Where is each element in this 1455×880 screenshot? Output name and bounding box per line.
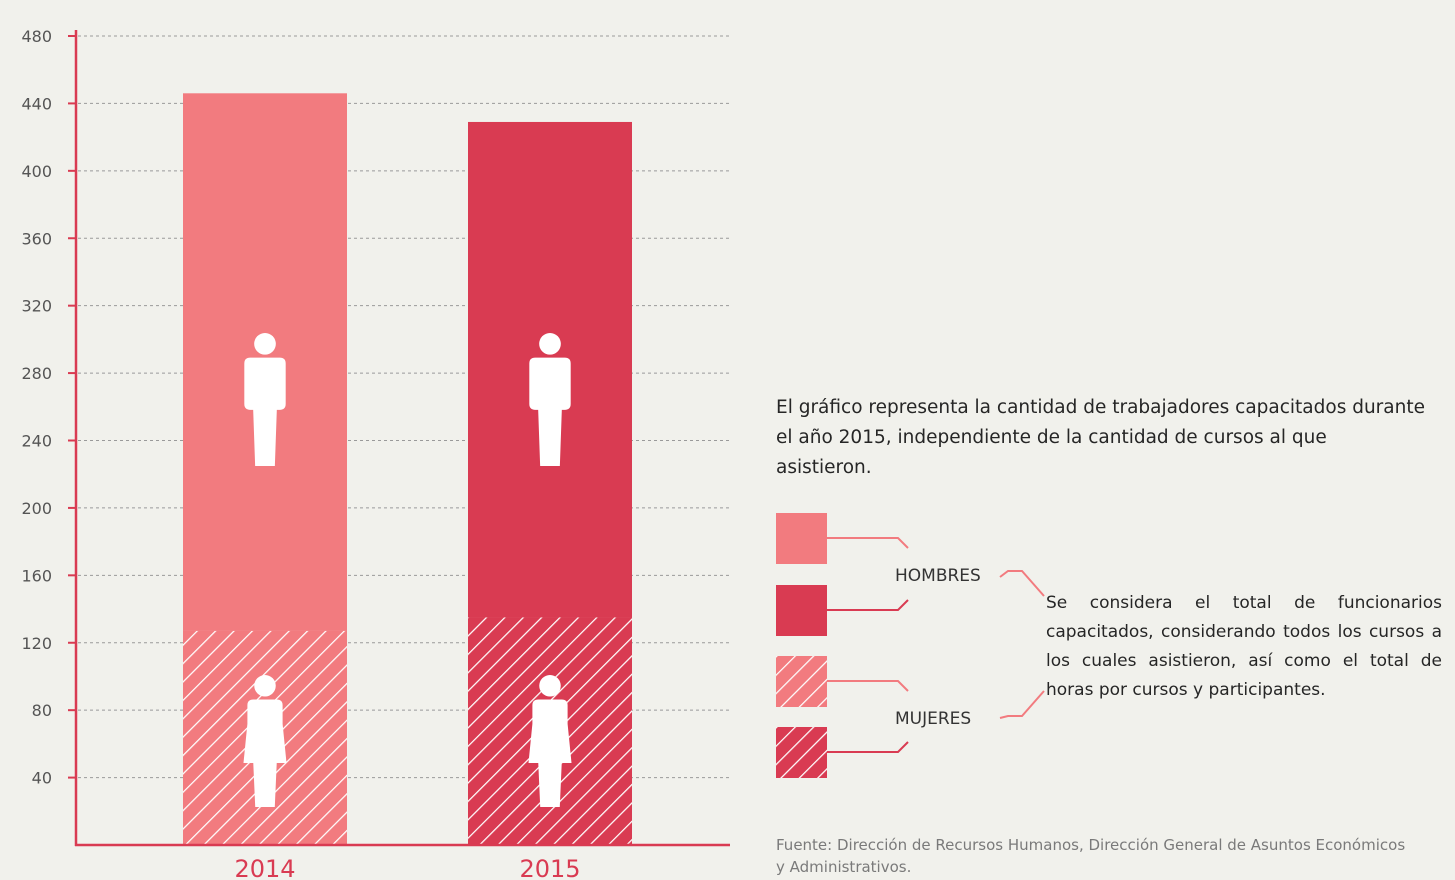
- connector-hombres-2015: [827, 599, 909, 611]
- legend-swatch-mujeres-2014: [776, 656, 827, 707]
- connector-mujeres-2014: [827, 680, 909, 692]
- connector-hombres-2014: [827, 537, 909, 549]
- connector-hombres-note: [999, 570, 1045, 597]
- legend-label-hombres: HOMBRES: [895, 566, 981, 586]
- source-note: Fuente: Dirección de Recursos Humanos, D…: [776, 836, 1406, 876]
- y-tick-label: 480: [21, 27, 52, 46]
- y-tick-label: 120: [21, 634, 52, 653]
- y-tick-label: 280: [21, 364, 52, 383]
- chart-description: El gráfico representa la cantidad de tra…: [776, 397, 1425, 478]
- y-tick-label: 320: [21, 297, 52, 316]
- connector-mujeres-2015: [827, 741, 909, 753]
- legend-swatch-mujeres-2015: [776, 727, 827, 778]
- legend-swatch-hombres-2015: [776, 585, 827, 636]
- y-tick-label: 40: [32, 769, 52, 788]
- y-tick-label: 200: [21, 499, 52, 518]
- y-tick-label: 240: [21, 432, 52, 451]
- y-tick-label: 440: [21, 94, 52, 113]
- x-tick-label: 2014: [234, 855, 295, 880]
- x-tick-label: 2015: [519, 855, 580, 880]
- legend-label-mujeres: MUJERES: [895, 709, 972, 729]
- y-tick-label: 360: [21, 229, 52, 248]
- y-tick-label: 160: [21, 566, 52, 585]
- bar-chart: 40 80 120 160 200 240 280 320 360 400 440 480 2014 2…: [21, 27, 730, 880]
- legend-note: Se considera el total de funcionarios ca…: [1046, 593, 1442, 700]
- y-tick-label: 400: [21, 162, 52, 181]
- y-tick-label: 80: [32, 701, 52, 720]
- legend-swatch-hombres-2014: [776, 513, 827, 564]
- connector-mujeres-note: [999, 690, 1045, 719]
